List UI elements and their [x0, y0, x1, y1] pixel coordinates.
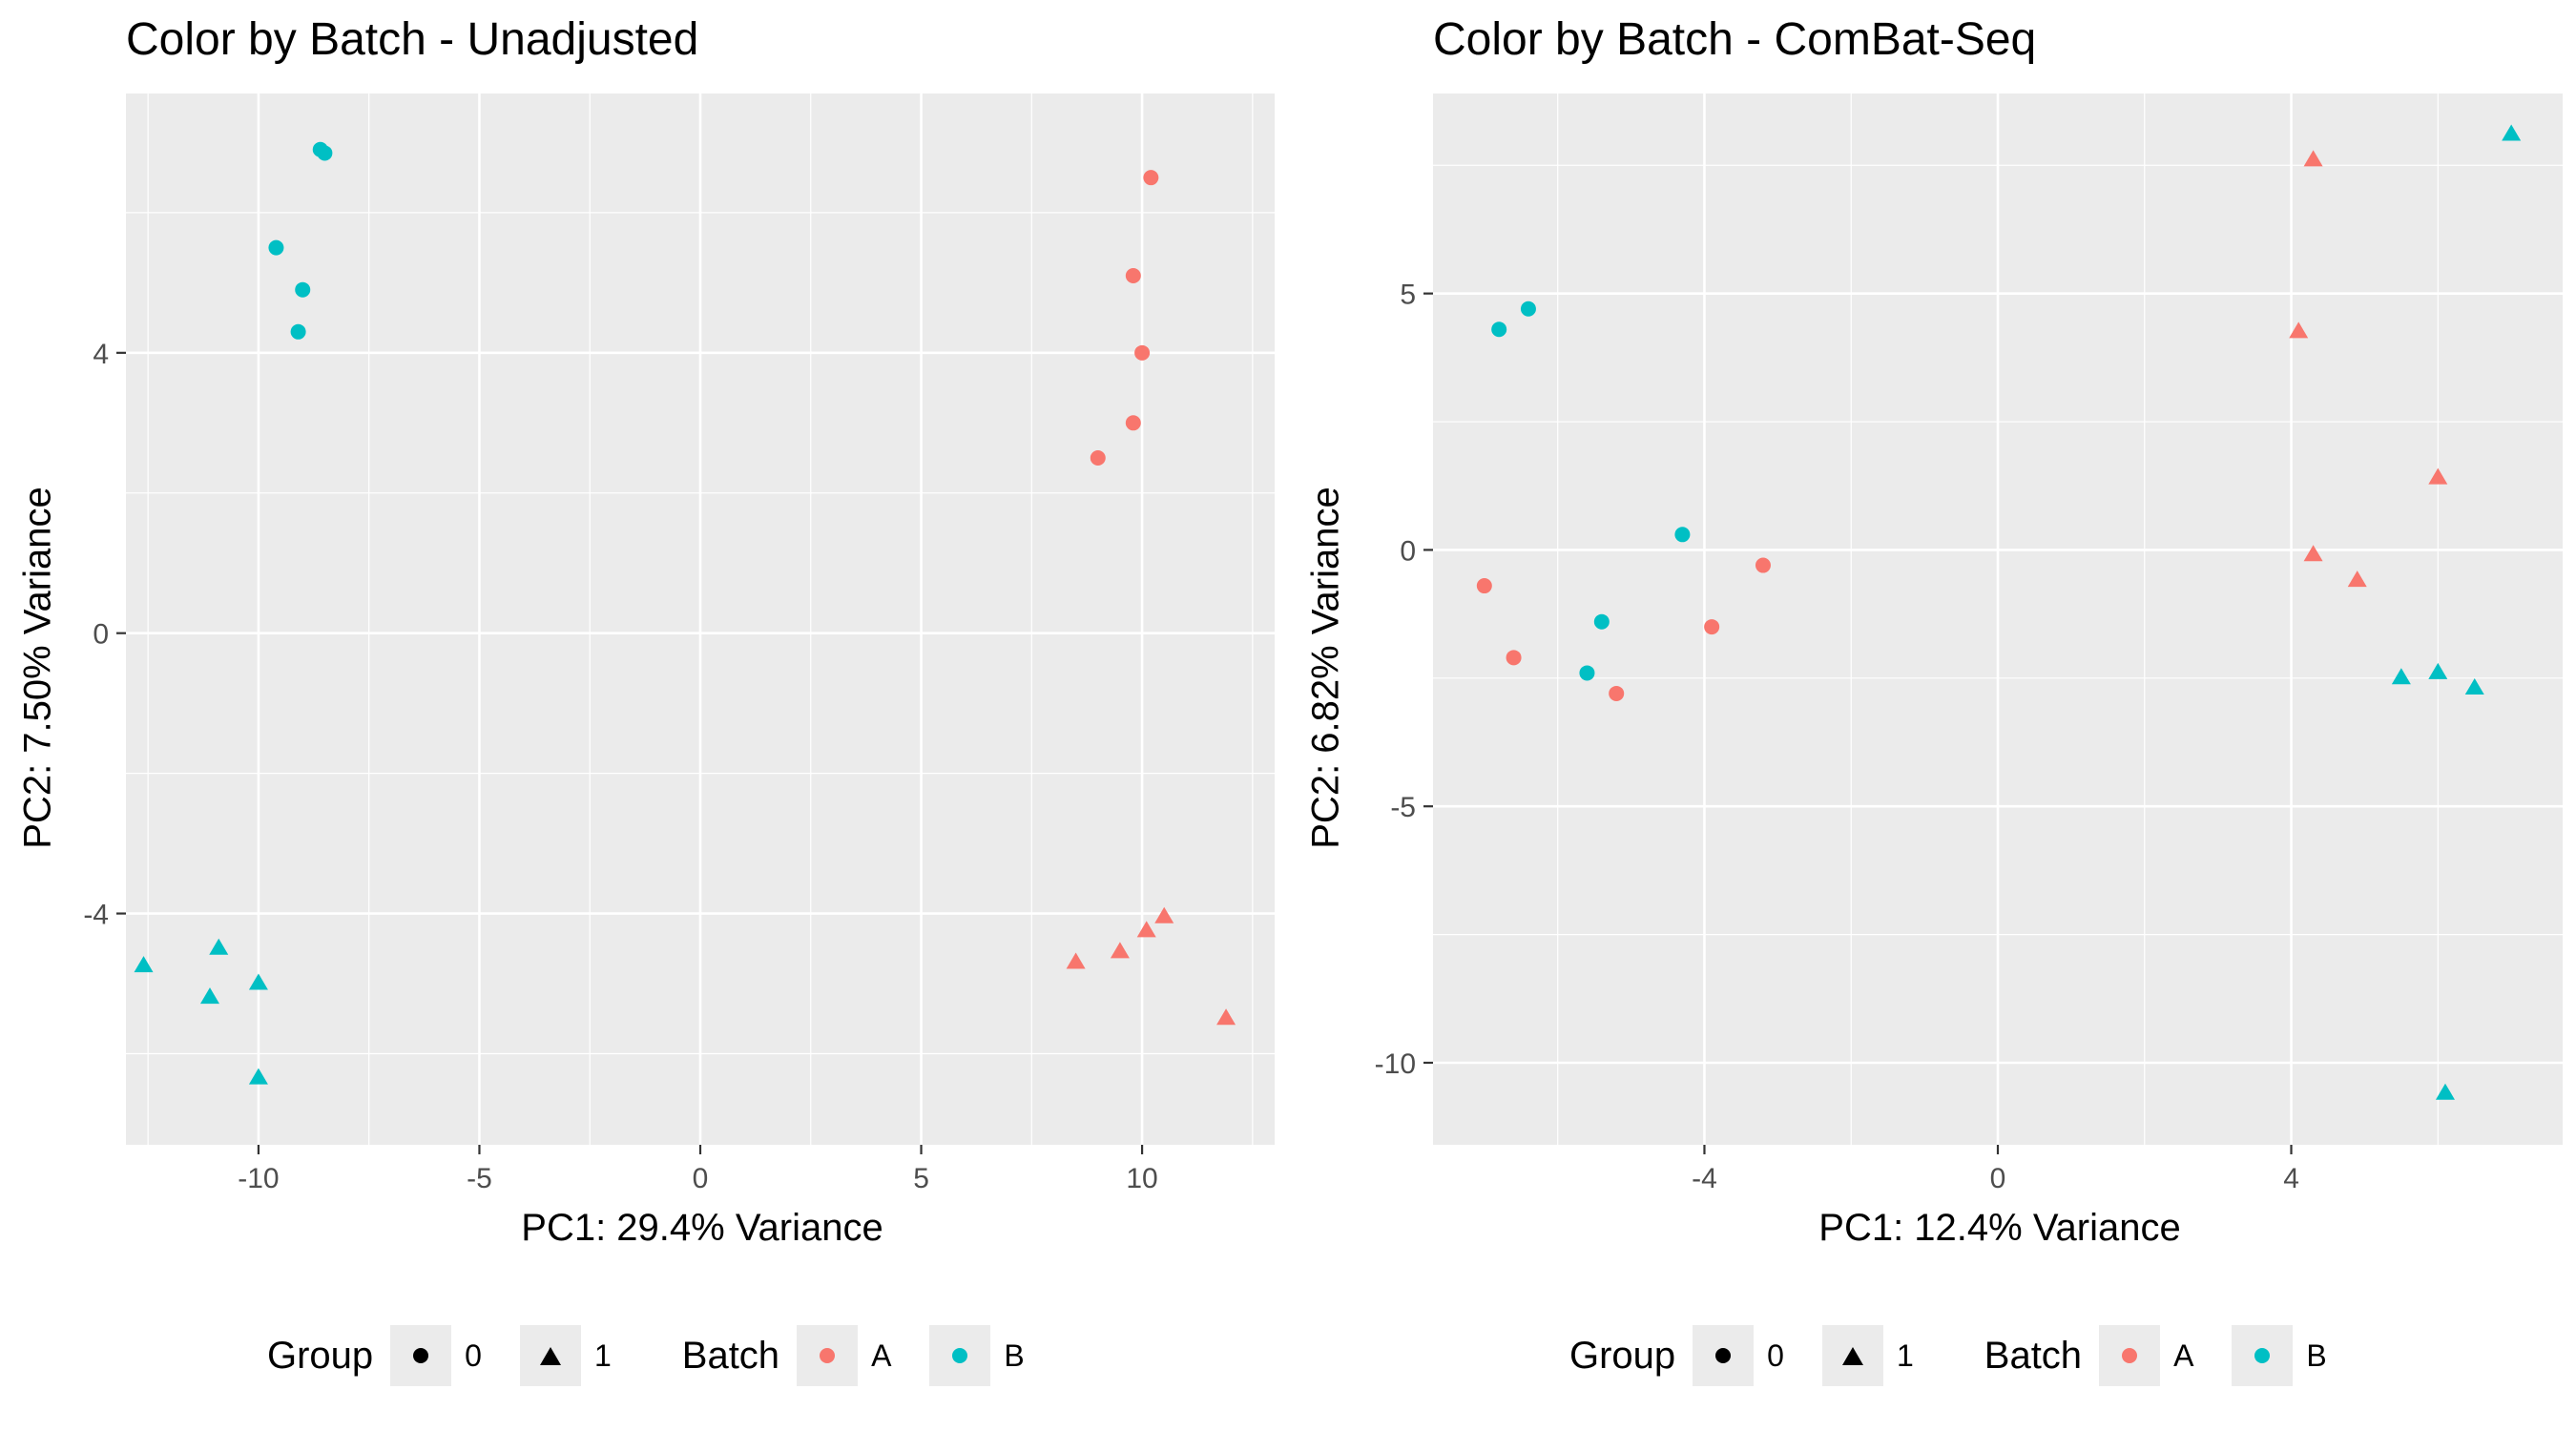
y-tick-label: -10: [1375, 1048, 1416, 1080]
data-point-circle: [1755, 557, 1771, 573]
x-tick-label: 0: [1990, 1163, 2006, 1194]
data-point-triangle: [2464, 678, 2484, 695]
x-tick-label: 5: [913, 1163, 929, 1194]
data-point-triangle: [2428, 467, 2448, 485]
y-tick-label: -4: [83, 900, 109, 931]
data-point-circle: [290, 323, 306, 340]
data-point-circle: [317, 145, 333, 161]
chart-panel-combat-seq: Color by Batch - ComBat-Seq -4 0 4 -10 -5 0 5 …: [1288, 0, 2576, 1431]
data-point-triangle: [134, 956, 154, 973]
legend-key-batch-b: [929, 1325, 991, 1386]
data-point-circle: [1491, 321, 1507, 338]
y-tick-label: 5: [1400, 280, 1416, 311]
data-point-triangle: [1216, 1008, 1236, 1026]
legend: Group 0 1 Batch A B: [1569, 1321, 2365, 1390]
x-tick-label: 0: [693, 1163, 709, 1194]
data-point-triangle: [2435, 1083, 2455, 1100]
data-point-circle: [1125, 415, 1141, 431]
data-point-triangle: [209, 938, 229, 955]
legend-label: A: [2173, 1338, 2194, 1373]
legend-label: A: [871, 1338, 892, 1373]
data-point-triangle: [2502, 124, 2522, 141]
data-point-circle: [1134, 344, 1151, 361]
legend-title-group: Group: [1569, 1334, 1676, 1377]
data-point-circle: [1143, 170, 1159, 186]
y-tick-label: 4: [93, 339, 109, 370]
data-point-triangle: [1066, 952, 1086, 969]
x-tick-label: -10: [238, 1163, 279, 1194]
data-point-triangle: [2428, 662, 2448, 679]
legend-label: 1: [1896, 1338, 1914, 1373]
data-point-circle: [1593, 613, 1610, 630]
data-point-triangle: [199, 987, 219, 1005]
legend-key-batch-a: [2099, 1325, 2161, 1386]
y-tick-label: 0: [93, 619, 109, 651]
data-point-circle: [1476, 578, 1492, 594]
data-point-circle: [1674, 527, 1691, 543]
legend-key-batch-b: [2232, 1325, 2294, 1386]
legend-label: 1: [593, 1338, 612, 1373]
data-point-triangle: [1110, 942, 1130, 959]
y-tick-label: 0: [1400, 535, 1416, 567]
x-axis-label: PC1: 12.4% Variance: [1818, 1207, 2181, 1249]
x-tick-label: -5: [467, 1163, 492, 1194]
data-point-circle: [1609, 685, 1625, 701]
data-point-circle: [1579, 665, 1595, 681]
data-point-circle: [1520, 301, 1536, 317]
chart-title: Color by Batch - Unadjusted: [126, 14, 699, 65]
legend-title-group: Group: [267, 1334, 374, 1377]
y-tick-label: -5: [1390, 792, 1416, 823]
legend-label: 0: [1767, 1338, 1784, 1373]
legend: Group 0 1 Batch A B: [267, 1321, 1063, 1390]
data-point-circle: [1506, 650, 1522, 666]
data-point-circle: [268, 239, 284, 256]
legend-key-batch-a: [797, 1325, 859, 1386]
legend-label: B: [2306, 1338, 2327, 1373]
chart-title: Color by Batch - ComBat-Seq: [1433, 14, 2037, 65]
chart-panel-unadjusted: Color by Batch - Unadjusted -10 -5 0 5 10 -4 0…: [16, 14, 1275, 1390]
data-point-triangle: [2303, 150, 2323, 167]
y-axis-label: PC2: 6.82% Variance: [1304, 487, 1347, 849]
data-point-triangle: [2289, 321, 2309, 339]
data-point-triangle: [2303, 545, 2323, 562]
data-point-triangle: [2391, 668, 2411, 685]
scatter-plot: -4 0 4 -10 -5 0 5: [1375, 93, 2563, 1194]
data-point-triangle: [248, 973, 268, 990]
legend-title-batch: Batch: [681, 1334, 780, 1377]
x-tick-label: 4: [2283, 1163, 2299, 1194]
data-point-triangle: [1154, 906, 1174, 923]
scatter-plot: -10 -5 0 5 10 -4 0 4: [83, 93, 1275, 1194]
legend-title-batch: Batch: [1984, 1334, 2083, 1377]
legend-label: 0: [465, 1338, 482, 1373]
x-axis-label: PC1: 29.4% Variance: [521, 1207, 883, 1249]
data-point-triangle: [1136, 921, 1156, 938]
y-axis-label: PC2: 7.50% Variance: [16, 487, 59, 849]
legend-label: B: [1004, 1338, 1025, 1373]
data-point-circle: [1090, 450, 1106, 467]
data-point-circle: [295, 281, 311, 298]
legend-key-triangle: [519, 1325, 581, 1386]
legend-key-circle: [390, 1325, 452, 1386]
data-point-triangle: [248, 1068, 268, 1085]
legend-key-triangle: [1821, 1325, 1883, 1386]
x-tick-label: -4: [1692, 1163, 1717, 1194]
data-point-triangle: [2347, 570, 2367, 588]
data-point-circle: [1704, 619, 1720, 635]
x-tick-label: 10: [1126, 1163, 1157, 1194]
data-point-circle: [1125, 268, 1141, 284]
legend-key-circle: [1693, 1325, 1755, 1386]
